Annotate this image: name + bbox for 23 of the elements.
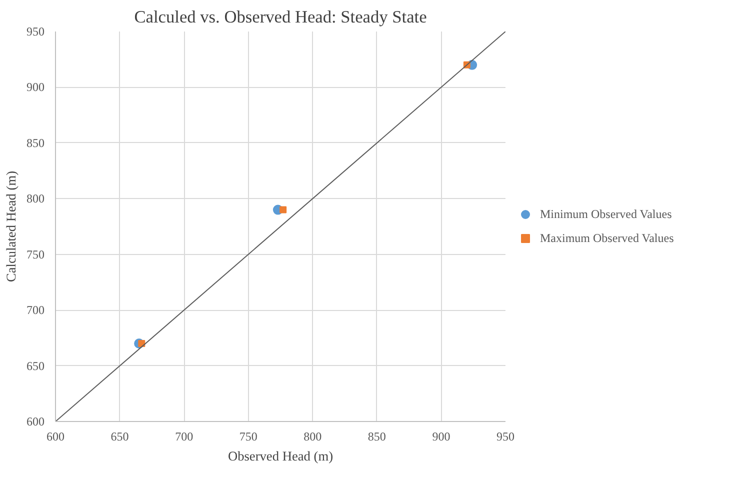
point xyxy=(138,340,146,347)
y-tick-label: 600 xyxy=(26,414,44,428)
x-tick-label: 850 xyxy=(368,430,386,444)
y-tick-label: 750 xyxy=(26,247,44,262)
y-axis-title: Calculated Head (m) xyxy=(4,170,18,282)
point xyxy=(280,206,287,214)
legend-label: Minimum Observed Values xyxy=(540,206,672,222)
legend-label: Maximum Observed Values xyxy=(540,230,674,246)
y-tick-label: 950 xyxy=(26,24,44,38)
x-tick-label: 900 xyxy=(432,430,450,444)
x-tick-label: 750 xyxy=(239,430,258,444)
y-tick-label: 900 xyxy=(26,80,44,94)
x-tick-label: 950 xyxy=(496,430,514,444)
x-axis-title: Observed Head (m) xyxy=(228,448,334,464)
x-tick-label: 800 xyxy=(304,430,322,444)
y-tick-label: 700 xyxy=(26,303,44,318)
x-tick-label: 600 xyxy=(46,430,64,444)
x-tick-label: 700 xyxy=(175,430,194,444)
y-tick-label: 650 xyxy=(26,358,44,373)
y-tick-label: 800 xyxy=(26,192,44,206)
chart-title: Calculed vs. Observed Head: Steady State xyxy=(134,8,428,26)
y-tick-label: 850 xyxy=(26,136,44,150)
x-tick-label: 650 xyxy=(110,430,129,444)
